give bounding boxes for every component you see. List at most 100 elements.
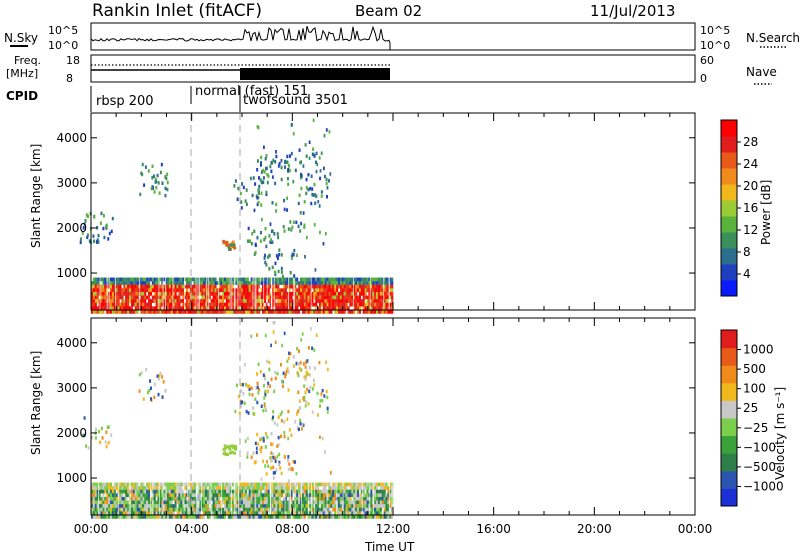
power-cell [146,309,149,314]
power-cell [281,288,284,293]
velocity-cell [362,514,365,519]
power-cell [241,309,244,314]
power-echo-cell [262,168,265,173]
power-cell [296,295,299,300]
power-cell [290,295,293,300]
velocity-cell [174,504,177,508]
power-cell [98,288,101,293]
velocity-cell [374,504,377,508]
velocity-cell [248,486,251,490]
power-cell [334,288,337,293]
velocity-cell [115,504,118,508]
velocity-echo-cell [304,390,307,395]
power-cell [298,281,301,285]
velocity-echo-cell [301,332,304,336]
power-cell [281,295,284,300]
velocity-cell [225,489,228,494]
power-cell [319,277,322,282]
velocity-echo-cell [302,396,305,400]
power-cell [309,288,312,293]
power-cell [288,277,291,282]
velocity-cell [110,511,113,516]
velocity-echo-cell [83,433,86,438]
power-echo-cell [254,250,257,255]
velocity-cell [296,507,299,512]
power-cell [121,299,124,303]
power-cell [328,299,331,303]
power-cell [187,299,190,303]
power-cell [165,281,168,285]
power-gap [293,277,295,310]
velocity-cell [108,482,111,487]
velocity-cell [136,507,139,512]
velocity-echo-cell [238,411,241,415]
velocity-cell [231,482,234,487]
power-cell [334,295,337,300]
power-echo-cell [103,235,106,240]
velocity-cell [106,482,109,487]
power-cell [368,302,371,307]
velocity-cell [140,500,143,505]
velocity-cell [159,486,162,490]
velocity-echo-cell [270,343,273,348]
power-cell [130,295,133,300]
power-echo-cell [97,240,100,244]
velocity-cell [241,489,244,494]
power-echo-cell [291,225,294,229]
velocity-echo-cell [304,365,307,369]
power-cell [385,277,388,282]
velocity-cell [108,511,111,516]
velocity-cell [300,486,303,490]
power-cell [186,288,189,293]
power-echo-cell [247,226,250,231]
power-cell [256,277,259,282]
velocity-echo-cell [279,466,282,470]
power-cell [370,295,373,300]
power-cell [119,281,122,285]
velocity-echo-cell [282,371,285,376]
power-cell [254,284,257,289]
power-echo-cell [265,192,268,197]
velocity-cell [267,496,270,501]
velocity-cell [159,507,162,512]
power-echo-cell [328,130,331,134]
velocity-cell [203,507,206,512]
velocity-cell [186,482,189,487]
velocity-cell [193,482,196,487]
velocity-cell [284,500,287,505]
power-colorbar-swatch [721,168,737,185]
power-echo-cell [156,173,159,178]
power-cell [303,281,306,285]
velocity-cell [353,486,356,490]
power-echo-cell [292,253,295,257]
velocity-cell [227,500,230,505]
velocity-cell [279,504,282,508]
power-cell [111,295,114,300]
power-cell [343,288,346,293]
velocity-cell [170,496,173,501]
power-cell [100,288,103,293]
velocity-echo-cell [287,479,290,483]
power-cell [167,295,170,300]
power-cell [123,288,126,293]
velocity-cell [159,496,162,501]
velocity-cell [146,482,149,487]
velocity-echo-cell [303,375,306,379]
power-cell [113,299,116,303]
power-cell [334,291,337,296]
power-echo-cell [102,226,105,231]
velocity-cell [362,511,365,516]
velocity-cell [130,504,133,508]
power-cell [328,295,331,300]
power-cell [383,288,386,293]
velocity-cell [319,500,322,505]
power-cell [220,277,223,282]
power-cell [140,295,143,300]
velocity-cell [281,514,284,519]
power-cell [186,302,189,307]
power-cell [305,284,308,289]
power-cell [347,288,350,293]
velocity-cell [248,504,251,508]
power-cell [362,277,365,282]
power-cell [362,281,365,285]
